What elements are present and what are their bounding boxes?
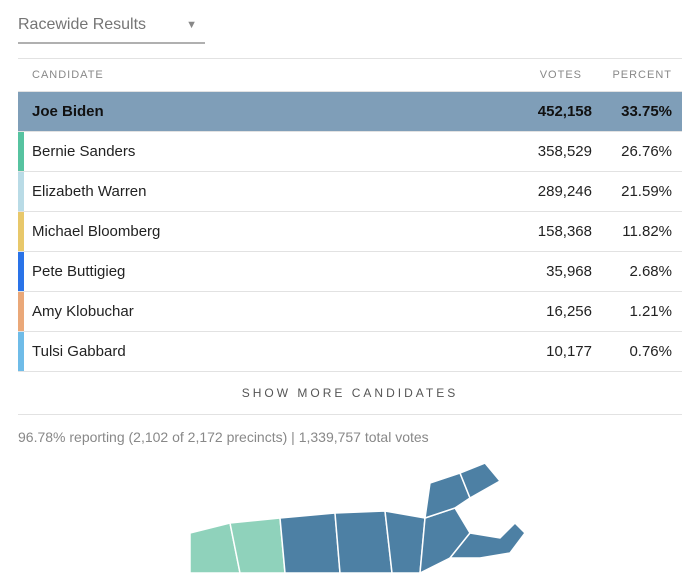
candidate-votes: 16,256 [482, 303, 592, 320]
table-row[interactable]: Elizabeth Warren289,24621.59% [18, 172, 682, 212]
header-votes: VOTES [472, 69, 582, 81]
candidate-name: Joe Biden [24, 103, 482, 120]
header-candidate: CANDIDATE [32, 69, 472, 81]
table-row[interactable]: Michael Bloomberg158,36811.82% [18, 212, 682, 252]
candidate-percent: 11.82% [592, 223, 682, 240]
candidate-name: Michael Bloomberg [24, 223, 482, 240]
reporting-status: 96.78% reporting (2,102 of 2,172 precinc… [18, 415, 682, 445]
state-map [18, 463, 682, 578]
table-row[interactable]: Bernie Sanders358,52926.76% [18, 132, 682, 172]
chevron-down-icon: ▼ [186, 19, 197, 31]
results-container: Racewide Results ▼ CANDIDATE VOTES PERCE… [0, 0, 700, 578]
candidate-percent: 1.21% [592, 303, 682, 320]
header-percent: PERCENT [582, 69, 672, 81]
candidate-votes: 35,968 [482, 263, 592, 280]
candidate-percent: 2.68% [592, 263, 682, 280]
candidate-percent: 0.76% [592, 343, 682, 360]
map-svg [170, 463, 530, 573]
candidate-votes: 10,177 [482, 343, 592, 360]
candidate-percent: 33.75% [592, 103, 682, 120]
table-body: Joe Biden452,15833.75%Bernie Sanders358,… [18, 92, 682, 372]
candidate-name: Tulsi Gabbard [24, 343, 482, 360]
table-header: CANDIDATE VOTES PERCENT [18, 59, 682, 92]
candidate-name: Elizabeth Warren [24, 183, 482, 200]
dropdown-label: Racewide Results [18, 16, 146, 34]
table-row[interactable]: Joe Biden452,15833.75% [18, 92, 682, 132]
map-region[interactable] [280, 513, 340, 573]
table-row[interactable]: Tulsi Gabbard10,1770.76% [18, 332, 682, 372]
view-dropdown[interactable]: Racewide Results ▼ [18, 10, 205, 44]
map-region[interactable] [335, 511, 392, 573]
map-region[interactable] [385, 511, 425, 573]
candidate-votes: 358,529 [482, 143, 592, 160]
table-row[interactable]: Amy Klobuchar16,2561.21% [18, 292, 682, 332]
candidate-votes: 158,368 [482, 223, 592, 240]
show-more-button[interactable]: SHOW MORE CANDIDATES [18, 372, 682, 415]
candidate-votes: 452,158 [482, 103, 592, 120]
candidate-votes: 289,246 [482, 183, 592, 200]
map-region[interactable] [230, 518, 285, 573]
candidate-percent: 21.59% [592, 183, 682, 200]
candidate-name: Bernie Sanders [24, 143, 482, 160]
candidate-percent: 26.76% [592, 143, 682, 160]
table-row[interactable]: Pete Buttigieg35,9682.68% [18, 252, 682, 292]
candidate-name: Pete Buttigieg [24, 263, 482, 280]
candidate-name: Amy Klobuchar [24, 303, 482, 320]
results-table: CANDIDATE VOTES PERCENT Joe Biden452,158… [18, 58, 682, 415]
